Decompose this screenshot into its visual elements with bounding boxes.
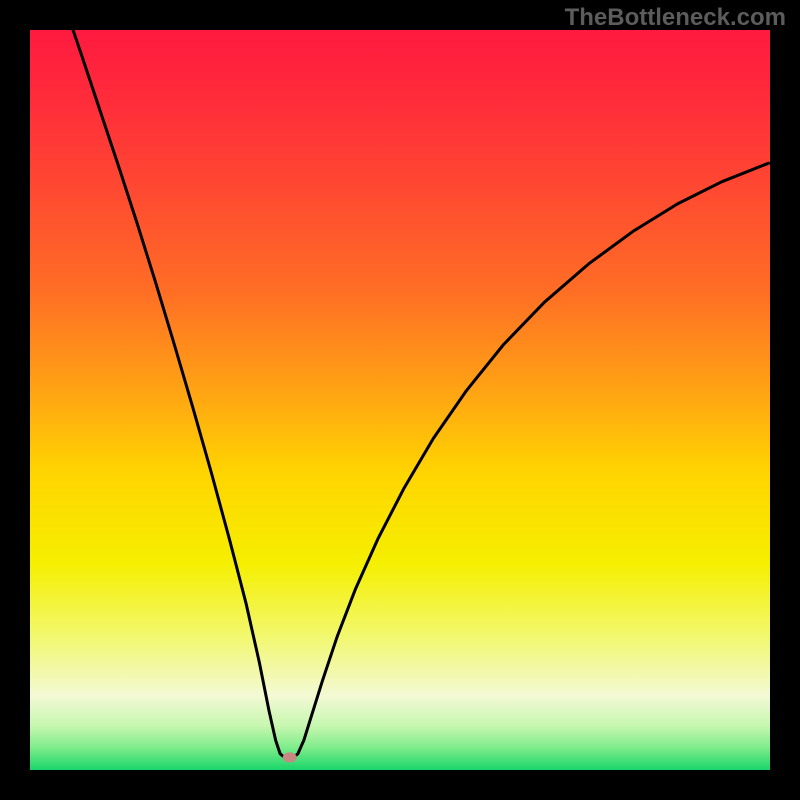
plot-background [30,30,770,770]
bottleneck-chart [30,30,770,770]
optimal-point-marker [283,752,297,762]
watermark-label: TheBottleneck.com [565,4,786,32]
chart-container: TheBottleneck.com [0,0,800,800]
